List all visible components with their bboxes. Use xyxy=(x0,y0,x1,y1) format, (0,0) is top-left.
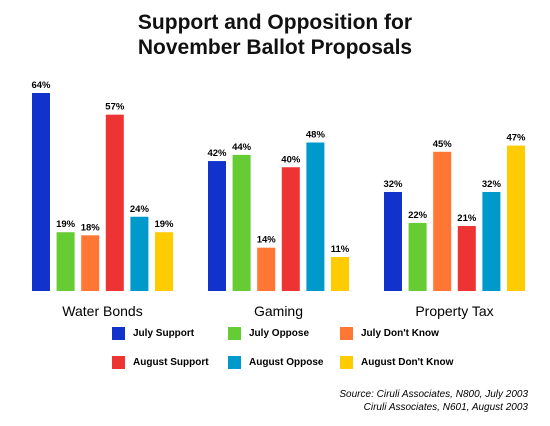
value-label-water-bonds-august-don-t-know: 19% xyxy=(154,219,174,230)
bar-water-bonds-august-don-t-know xyxy=(155,232,173,291)
bar-group-property-tax: 32% 22% 45% 21% 32% 47% xyxy=(383,133,526,291)
legend-item-august-oppose: August Oppose xyxy=(228,355,323,369)
value-label-property-tax-july-oppose: 22% xyxy=(408,210,428,221)
value-label-water-bonds-july-don-t-know: 18% xyxy=(81,222,101,233)
bar-property-tax-august-support xyxy=(457,226,476,291)
value-label-water-bonds-august-oppose: 24% xyxy=(130,204,150,215)
legend-label-august-support: August Support xyxy=(133,356,209,368)
legend-label-july-oppose: July Oppose xyxy=(249,327,310,339)
value-label-property-tax-august-support: 21% xyxy=(457,213,477,224)
value-label-property-tax-july-don-t-know: 45% xyxy=(433,139,453,150)
value-label-gaming-august-don-t-know: 11% xyxy=(331,244,350,255)
bar-gaming-july-oppose xyxy=(232,154,251,291)
bar-gaming-july-support xyxy=(208,161,226,291)
legend-swatch-august-oppose xyxy=(228,355,241,369)
value-label-gaming-august-oppose: 48% xyxy=(306,130,326,141)
legend-label-july-support: July Support xyxy=(133,327,195,339)
legend-swatch-august-support xyxy=(112,355,125,369)
bar-group-water-bonds: 64% 19% 18% 57% 24% 19% xyxy=(31,80,174,291)
category-label-gaming: Gaming xyxy=(254,303,303,319)
value-label-gaming-july-don-t-know: 14% xyxy=(257,235,277,246)
bar-gaming-august-support xyxy=(281,167,300,291)
legend-label-july-don-t-know: July Don't Know xyxy=(361,327,439,339)
value-label-gaming-august-support: 40% xyxy=(281,154,301,165)
legend-label-august-oppose: August Oppose xyxy=(249,356,324,368)
chart-title: Support and Opposition for November Ball… xyxy=(0,10,550,60)
legend-swatch-july-don-t-know xyxy=(340,326,353,340)
bar-property-tax-july-support xyxy=(384,192,402,291)
legend-label-august-don-t-know: August Don't Know xyxy=(361,356,454,368)
bar-property-tax-july-oppose xyxy=(408,222,427,291)
legend-item-august-don-t-know: August Don't Know xyxy=(340,355,453,369)
value-label-gaming-july-oppose: 44% xyxy=(232,142,252,153)
bar-water-bonds-july-oppose xyxy=(56,232,75,291)
legend-item-july-oppose: July Oppose xyxy=(228,326,309,340)
bar-water-bonds-august-support xyxy=(105,114,124,291)
legend-item-july-don-t-know: July Don't Know xyxy=(340,326,439,340)
legend-item-august-support: August Support xyxy=(112,355,209,369)
legend-swatch-july-oppose xyxy=(228,326,241,340)
legend: July Support July Oppose July Don't Know Au… xyxy=(112,326,512,370)
bar-property-tax-august-oppose xyxy=(482,192,501,291)
bar-property-tax-july-don-t-know xyxy=(433,151,452,291)
chart-title-line-2: November Ballot Proposals xyxy=(137,36,413,59)
bar-water-bonds-july-support xyxy=(32,93,50,291)
bar-water-bonds-july-don-t-know xyxy=(81,235,100,291)
value-label-property-tax-july-support: 32% xyxy=(383,179,403,190)
legend-item-july-support: July Support xyxy=(112,326,194,340)
category-label-water-bonds: Water Bonds xyxy=(62,303,142,319)
source-line-2: Ciruli Associates, N601, August 2003 xyxy=(363,402,528,413)
bar-group-gaming: 42% 44% 14% 40% 48% 11% xyxy=(207,130,350,291)
bar-gaming-july-don-t-know xyxy=(257,247,276,291)
value-label-gaming-july-support: 42% xyxy=(207,148,227,159)
category-label-property-tax: Property Tax xyxy=(415,303,493,319)
value-label-property-tax-august-oppose: 32% xyxy=(482,179,502,190)
value-label-property-tax-august-don-t-know: 47% xyxy=(506,133,526,144)
bar-property-tax-august-don-t-know xyxy=(507,145,525,291)
legend-swatch-august-don-t-know xyxy=(340,355,353,369)
value-label-water-bonds-july-support: 64% xyxy=(31,80,51,91)
bar-gaming-august-oppose xyxy=(306,142,325,291)
chart-title-line-1: Support and Opposition for xyxy=(137,11,413,34)
bar-gaming-august-don-t-know xyxy=(331,256,349,291)
value-label-water-bonds-july-oppose: 19% xyxy=(56,219,76,230)
source-line-1: Source: Ciruli Associates, N800, July 20… xyxy=(339,389,528,400)
bar-water-bonds-august-oppose xyxy=(130,216,149,291)
value-label-water-bonds-august-support: 57% xyxy=(105,102,125,113)
legend-swatch-july-support xyxy=(112,326,125,340)
source-note: Source: Ciruli Associates, N800, July 20… xyxy=(339,388,528,414)
